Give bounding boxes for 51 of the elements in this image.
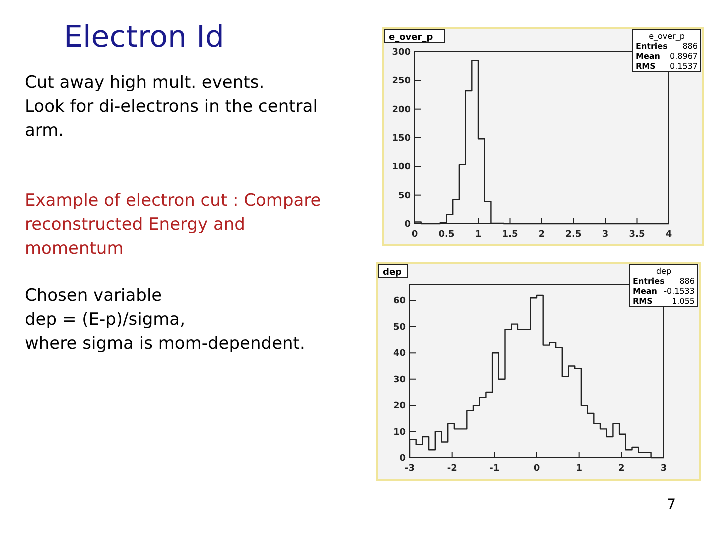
chart-title: dep xyxy=(383,268,403,278)
y-tick-label: 30 xyxy=(393,375,406,386)
annotation: RMS xyxy=(633,297,654,306)
y-tick-label: 150 xyxy=(392,134,411,144)
annotation: Entries xyxy=(633,277,666,286)
y-tick-label: 200 xyxy=(392,105,411,116)
text: Electron Id xyxy=(64,20,224,55)
annotation: Mean xyxy=(636,52,661,61)
text: Chosen variable dep = (E-p)/sigma, where sigma is mom-dependent. xyxy=(25,286,306,354)
y-tick-label: 50 xyxy=(393,322,406,333)
y-tick-label: 60 xyxy=(393,296,406,307)
x-tick-label: -2 xyxy=(447,464,458,474)
x-tick-label: -1 xyxy=(490,464,500,474)
text: e_over_p xyxy=(649,32,685,41)
text: Example of electron cut : Compare reconstructed Energy and momentum xyxy=(25,191,322,259)
y-tick-label: 40 xyxy=(393,349,406,360)
x-tick-label: 0 xyxy=(412,230,418,240)
y-tick-label: 10 xyxy=(393,428,406,438)
text: 886 xyxy=(680,277,695,286)
chart-title: e_over_p xyxy=(389,33,434,43)
x-tick-label: 1 xyxy=(576,464,582,474)
text: dep xyxy=(656,267,672,276)
y-tick-label: 50 xyxy=(398,191,411,202)
text: 886 xyxy=(682,42,698,51)
annotation: RMS xyxy=(636,62,656,71)
x-tick-label: 0 xyxy=(534,464,540,474)
annotation: Mean xyxy=(633,287,658,296)
x-tick-label: 3 xyxy=(602,230,609,240)
y-tick-label: 100 xyxy=(392,162,411,173)
y-tick-label: 0 xyxy=(404,220,411,230)
x-tick-label: 3 xyxy=(660,464,668,474)
text: -0.1533 xyxy=(664,287,695,296)
x-tick-label: 2 xyxy=(538,230,546,240)
x-tick-label: 0.5 xyxy=(438,230,455,240)
y-tick-label: 300 xyxy=(392,48,411,58)
y-tick-label: 0 xyxy=(400,454,406,464)
x-tick-label: 3.5 xyxy=(629,230,646,240)
x-tick-label: 2 xyxy=(618,464,625,474)
text: Entries xyxy=(636,42,668,51)
x-tick-label: 1.5 xyxy=(502,230,518,240)
x-tick-label: 4 xyxy=(666,230,672,240)
text: 0.8967 xyxy=(670,52,698,61)
x-tick-label: -3 xyxy=(405,464,415,474)
text: Cut away high mult. events. Look for di-electrons in the central arm. xyxy=(25,73,318,141)
text: 0.1537 xyxy=(670,62,698,71)
text: 7 xyxy=(667,497,676,513)
y-tick-label: 20 xyxy=(393,402,406,412)
x-tick-label: 1 xyxy=(475,230,482,240)
x-tick-label: 2.5 xyxy=(566,230,582,240)
text: 1.055 xyxy=(672,297,695,306)
y-tick-label: 250 xyxy=(392,76,411,87)
